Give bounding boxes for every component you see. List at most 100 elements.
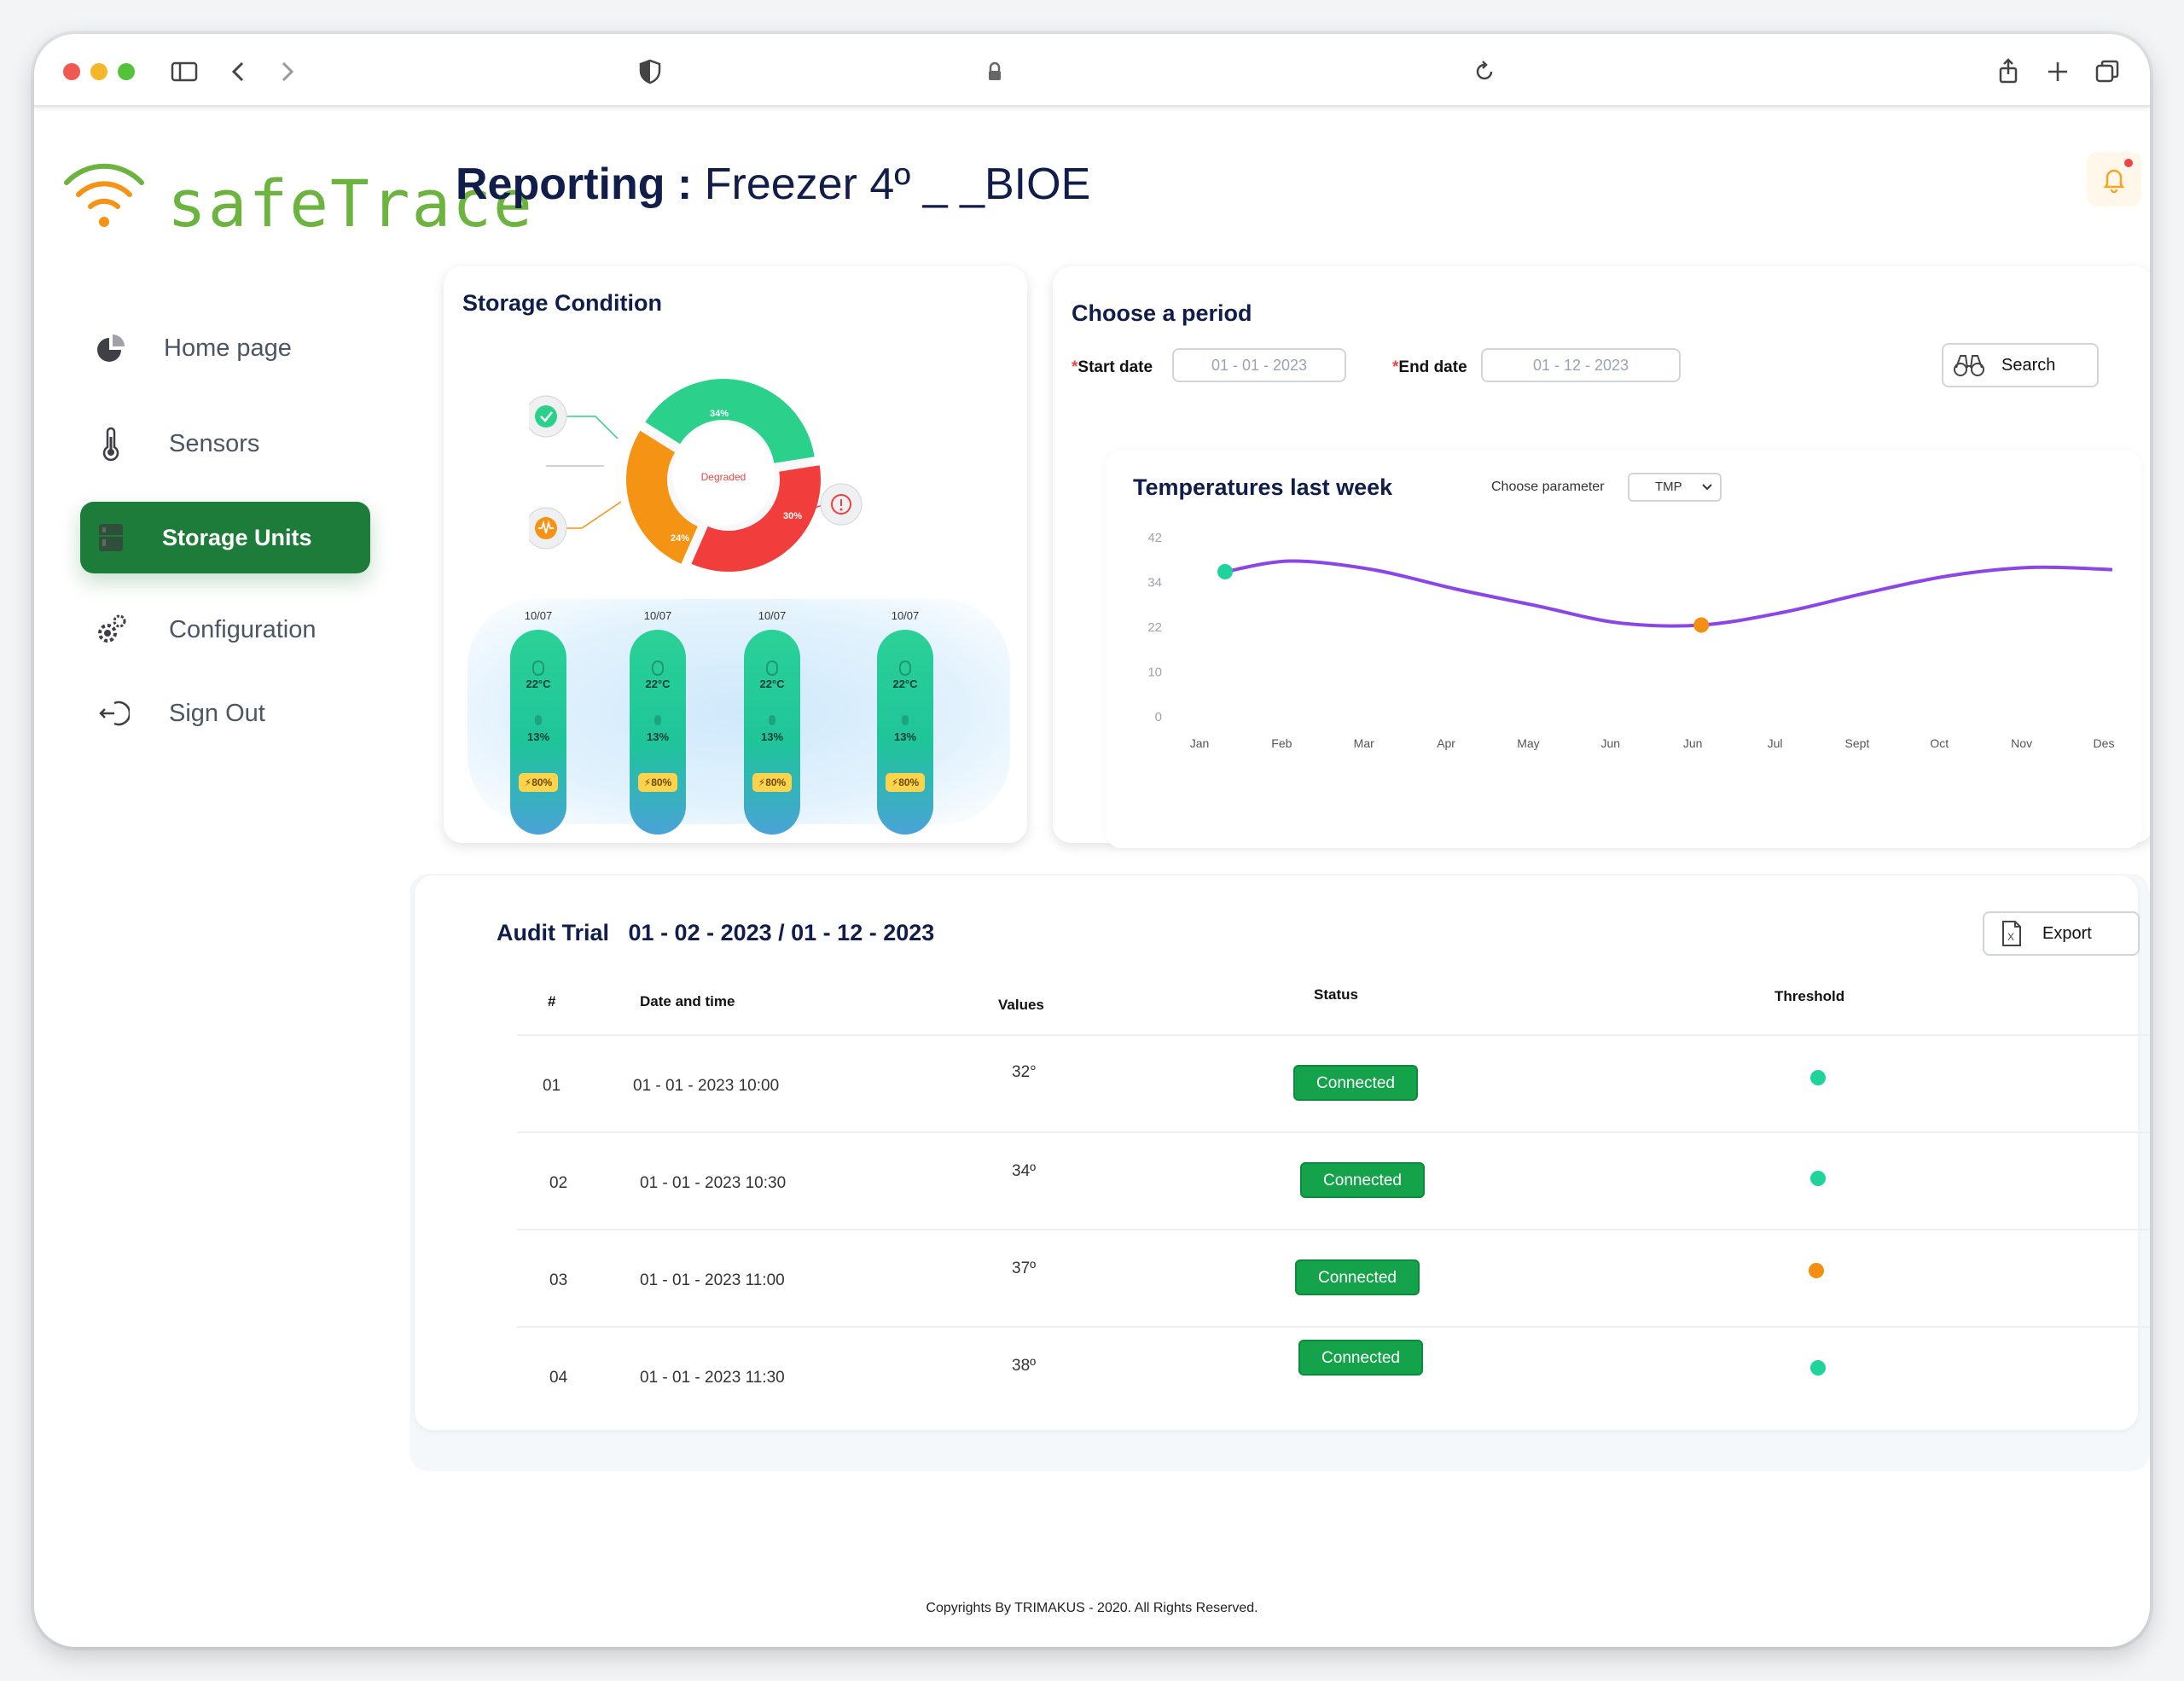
sidebar-item-sign-out[interactable]: Sign Out — [80, 678, 370, 749]
storage-donut-chart: Degraded 34% 30% 24% — [529, 379, 863, 572]
minimize-window-button[interactable] — [90, 63, 107, 80]
ok-status-icon[interactable] — [529, 395, 567, 438]
threshold-indicator — [1810, 1171, 1826, 1186]
chart-point-marker[interactable] — [1693, 617, 1710, 633]
tab-overview-icon[interactable] — [2092, 56, 2123, 87]
status-badge: Connected — [1300, 1162, 1425, 1198]
thermometer-icon — [766, 660, 778, 676]
storage-condition-card: Storage Condition Degraded 34% 30% 24% — [444, 266, 1027, 843]
x-tick-label: Feb — [1271, 736, 1292, 750]
column-header-number: # — [548, 993, 556, 1009]
status-badge: Connected — [1293, 1065, 1418, 1101]
notifications-button[interactable] — [2087, 152, 2141, 206]
x-tick-label: Mar — [1354, 736, 1374, 750]
forward-icon[interactable] — [271, 56, 302, 87]
new-tab-icon[interactable] — [2042, 56, 2073, 87]
reload-icon[interactable] — [1469, 56, 1500, 87]
export-button[interactable]: X Export — [1983, 911, 2140, 956]
chevron-down-icon — [1702, 484, 1712, 491]
table-divider — [517, 1229, 2150, 1230]
capsule-temperature: 22°C — [526, 678, 551, 690]
storage-unit-capsule[interactable]: 10/07 22°C 13% ⚡80% — [510, 609, 566, 835]
start-date-input[interactable]: 01 - 01 - 2023 — [1172, 348, 1346, 382]
lock-icon — [979, 56, 1010, 87]
sidebar-item-storage-units[interactable]: Storage Units — [80, 502, 370, 573]
y-tick-label: 22 — [1147, 620, 1162, 635]
end-date-label: *End date — [1392, 358, 1467, 376]
sidebar-item-configuration[interactable]: Configuration — [80, 594, 370, 666]
capsule-battery: ⚡80% — [886, 773, 925, 792]
search-button[interactable]: Search — [1942, 343, 2099, 387]
search-button-label: Search — [2001, 355, 2056, 375]
donut-segment[interactable] — [691, 465, 821, 572]
wifi-logo-icon — [64, 163, 144, 227]
start-date-label: *Start date — [1072, 358, 1153, 376]
status-badge: Connected — [1298, 1340, 1423, 1376]
humidity-icon — [902, 715, 909, 725]
back-icon[interactable] — [224, 56, 254, 87]
x-tick-label: Oct — [1930, 736, 1949, 750]
sidebar-item-label: Sign Out — [169, 699, 265, 727]
audit-trial-card: Audit Trial 01 - 02 - 2023 / 01 - 12 - 2… — [415, 875, 2140, 1430]
storage-unit-capsule[interactable]: 10/07 22°C 13% ⚡80% — [630, 609, 686, 835]
column-header-values: Values — [998, 997, 1044, 1013]
sidebar-item-home-page[interactable]: Home page — [80, 312, 370, 384]
donut-segment[interactable] — [626, 430, 698, 564]
alarm-icon[interactable] — [820, 483, 863, 526]
x-tick-label: Jun — [1683, 736, 1703, 750]
storage-unit-capsule[interactable]: 10/07 22°C 13% ⚡80% — [744, 609, 800, 835]
audit-title: Audit Trial 01 - 02 - 2023 / 01 - 12 - 2… — [497, 920, 935, 945]
threshold-indicator — [1809, 1263, 1824, 1278]
table-divider — [517, 1326, 2150, 1328]
x-tick-label: Nov — [2011, 736, 2032, 750]
y-tick-label: 42 — [1147, 531, 1162, 545]
humidity-icon — [769, 715, 775, 725]
capsule-temperature: 22°C — [645, 678, 671, 690]
thermometer-icon — [899, 660, 911, 676]
x-tick-label: Apr — [1437, 736, 1455, 750]
humidity-icon — [535, 715, 542, 725]
sidebar-item-label: Configuration — [169, 615, 317, 643]
warning-pulse-icon[interactable] — [529, 507, 567, 550]
capsule-temperature: 22°C — [892, 678, 918, 690]
page-title-unit: Freezer 4º _ _BIOE — [704, 160, 1091, 209]
donut-segment[interactable] — [645, 379, 815, 463]
row-date-time: 01 - 01 - 2023 11:30 — [640, 1369, 785, 1387]
sidebar-item-label: Sensors — [169, 429, 260, 457]
choose-parameter-label: Choose parameter — [1491, 480, 1605, 494]
temperatures-title: Temperatures last week — [1133, 474, 1393, 500]
share-icon[interactable] — [1993, 56, 2024, 87]
capsule-humidity: 13% — [646, 730, 670, 743]
parameter-select[interactable]: TMP — [1628, 473, 1722, 502]
donut-segment-label: 34% — [710, 409, 729, 419]
choose-period-title: Choose a period — [1072, 300, 1252, 326]
pie-chart-icon — [92, 329, 130, 367]
device-frame: safeTrace Home page Sensors Storage Unit… — [34, 34, 2150, 1647]
capsule-date: 10/07 — [758, 609, 787, 622]
status-badge: Connected — [1295, 1259, 1420, 1295]
donut-hole — [672, 423, 775, 526]
storage-unit-capsule[interactable]: 10/07 22°C 13% ⚡80% — [877, 609, 933, 835]
column-header-threshold: Threshold — [1774, 988, 1845, 1004]
safetrace-logo[interactable]: safeTrace — [60, 154, 532, 241]
sidebar-item-sensors[interactable]: Sensors — [80, 408, 370, 480]
thermometer-icon — [652, 660, 664, 676]
close-window-button[interactable] — [63, 63, 80, 80]
privacy-shield-icon[interactable] — [635, 56, 665, 87]
page-title: Reporting : Freezer 4º _ _BIOE — [456, 159, 1090, 210]
end-date-input[interactable]: 01 - 12 - 2023 — [1481, 348, 1681, 382]
threshold-indicator — [1810, 1070, 1826, 1085]
table-divider — [517, 1034, 2150, 1036]
zoom-window-button[interactable] — [118, 63, 135, 80]
x-tick-label: Jun — [1601, 736, 1621, 750]
sidebar-toggle-icon[interactable] — [169, 56, 200, 87]
notification-badge — [2124, 159, 2133, 167]
chart-point-marker[interactable] — [1217, 564, 1233, 579]
capsule-battery: ⚡80% — [638, 773, 677, 792]
column-header-date-time: Date and time — [640, 993, 735, 1009]
y-tick-label: 34 — [1147, 576, 1162, 590]
sign-out-icon — [92, 695, 131, 732]
temperatures-line-chart: 0 10 22 34 42 Jan Feb Mar Apr May Jun Jun Jul Sept Oct… — [1147, 531, 2114, 750]
export-button-label: Export — [2042, 923, 2092, 943]
row-date-time: 01 - 01 - 2023 11:00 — [640, 1271, 785, 1289]
